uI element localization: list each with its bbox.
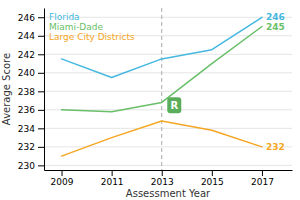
tick: 2015 xyxy=(201,170,224,187)
tick: 238 xyxy=(18,87,44,97)
tick-mark xyxy=(38,165,44,166)
reference-line xyxy=(161,8,162,170)
grid-line xyxy=(44,17,292,18)
tick-label: 2011 xyxy=(101,177,124,187)
tick-label: 234 xyxy=(18,124,35,134)
x-axis-title: Assessment Year xyxy=(126,188,211,199)
tick: 240 xyxy=(18,68,44,78)
tick: 2011 xyxy=(101,170,124,187)
badge: R xyxy=(167,97,181,113)
tick-mark xyxy=(62,170,63,176)
legend: FloridaMiami-DadeLarge City Districts xyxy=(49,12,135,42)
tick-label: 2017 xyxy=(251,177,274,187)
tick: 234 xyxy=(18,124,44,134)
end-label: 245 xyxy=(266,22,285,32)
tick: 244 xyxy=(18,31,44,41)
grid-line xyxy=(44,72,292,73)
tick: 2009 xyxy=(51,170,74,187)
tick-label: 244 xyxy=(18,31,35,41)
tick: 232 xyxy=(18,142,44,152)
tick-mark xyxy=(38,54,44,55)
tick-mark xyxy=(112,170,113,176)
tick-mark xyxy=(212,170,213,176)
legend-entry: Large City Districts xyxy=(49,32,135,42)
tick: 236 xyxy=(18,105,44,115)
tick-mark xyxy=(262,170,263,176)
tick-mark xyxy=(38,17,44,18)
grid xyxy=(44,17,292,165)
legend-entry: Florida xyxy=(49,12,80,22)
tick-mark xyxy=(162,170,163,176)
x-axis: 2009 2011 2013 2015 2017 xyxy=(45,170,293,187)
tick-label: 2015 xyxy=(201,177,224,187)
legend-entry: Miami-Dade xyxy=(49,22,103,32)
tick: 246 xyxy=(18,13,44,23)
tick-label: 2013 xyxy=(151,177,174,187)
tick-mark xyxy=(38,73,44,74)
tick: 2017 xyxy=(251,170,274,187)
badge-label: R xyxy=(170,100,178,111)
tick: 242 xyxy=(18,50,44,60)
chart: 2009 2011 2013 2015 2017 230 232 234 236 238 240 24… xyxy=(0,0,300,200)
grid-line xyxy=(44,128,292,129)
end-label: 232 xyxy=(266,142,285,152)
grid-line xyxy=(44,91,292,92)
grid-line xyxy=(44,146,292,147)
tick-label: 246 xyxy=(18,13,35,23)
grid-line xyxy=(44,165,292,166)
tick-mark xyxy=(38,128,44,129)
tick-mark xyxy=(38,91,44,92)
annotations: R 246245 232 FloridaMiami-DadeLarge City Di… xyxy=(49,12,285,152)
tick-label: 240 xyxy=(18,68,35,78)
y-axis-title: Average Score xyxy=(1,53,12,125)
tick-label: 238 xyxy=(18,87,35,97)
axis-line xyxy=(44,9,45,171)
tick: 230 xyxy=(18,161,44,171)
tick-mark xyxy=(38,147,44,148)
axis-line xyxy=(45,170,293,171)
grid-line xyxy=(44,54,292,55)
tick-label: 230 xyxy=(18,161,35,171)
tick-mark xyxy=(38,110,44,111)
tick-label: 232 xyxy=(18,142,35,152)
tick-mark xyxy=(38,36,44,37)
tick: 2013 xyxy=(151,170,174,187)
y-axis: 230 232 234 236 238 240 242 244 246 xyxy=(18,9,45,171)
end-label: 246 xyxy=(266,12,285,22)
plot: 2009 2011 2013 2015 2017 230 232 234 236 238 240 24… xyxy=(18,8,293,187)
line xyxy=(62,121,262,156)
tick-label: 2009 xyxy=(51,177,74,187)
tick-label: 242 xyxy=(18,50,35,60)
tick-label: 236 xyxy=(18,105,35,115)
badge-box xyxy=(167,97,181,113)
